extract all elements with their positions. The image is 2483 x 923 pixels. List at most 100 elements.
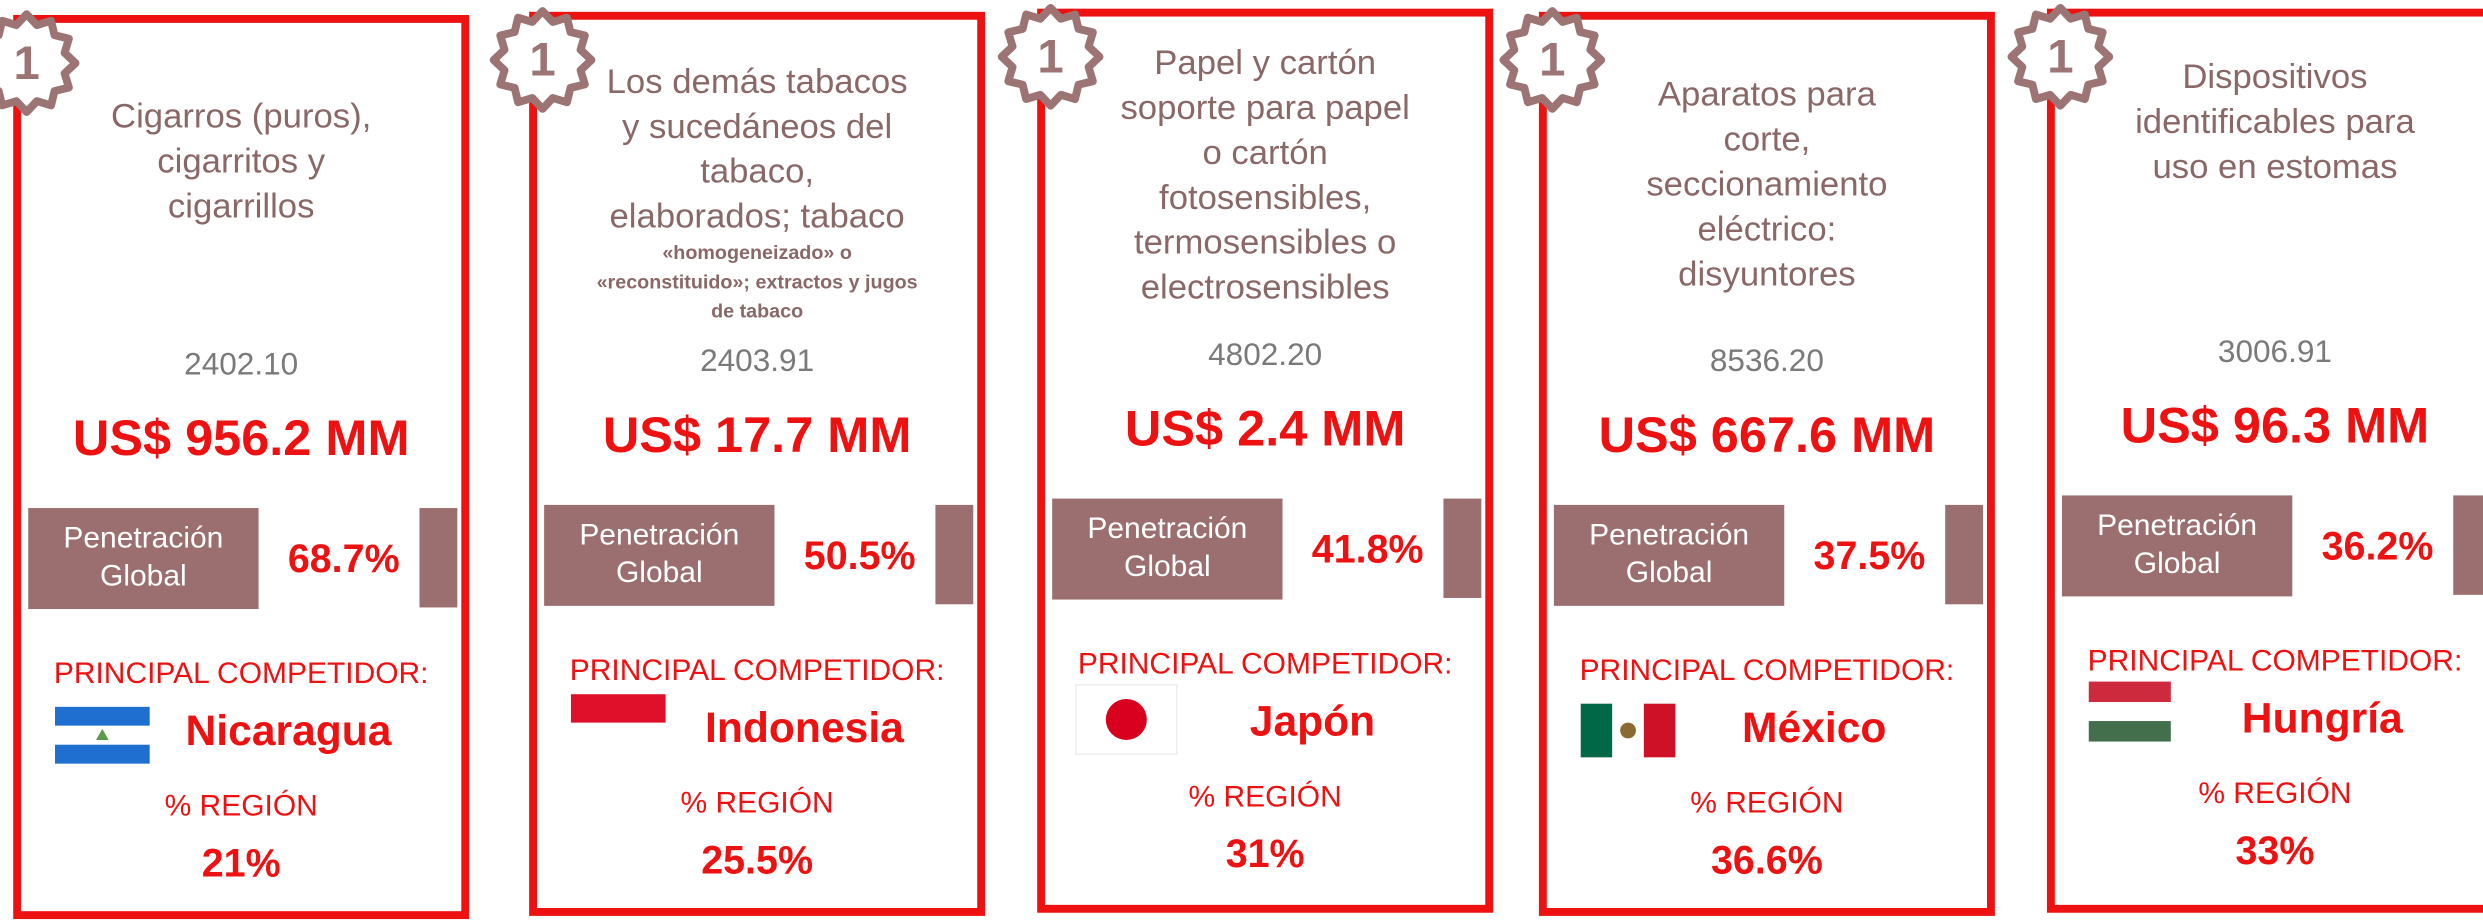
flag-stripe: [1580, 703, 1613, 758]
product-code: 4802.20: [1208, 336, 1322, 372]
penetration-value: 68.7%: [288, 537, 400, 581]
card-title: Cigarros (puros),: [111, 98, 371, 136]
flag-stripe: [55, 706, 150, 726]
penetration-tab: [1945, 504, 1984, 605]
penetration-label: Penetración: [63, 522, 223, 555]
card-border: [2046, 8, 2483, 913]
card-title: y sucedáneos del: [622, 108, 892, 146]
card: Cigarros (puros), cigarritos y cigarrillos…: [0, 10, 470, 920]
region-label: % REGIÓN: [1189, 780, 1342, 813]
flag-emblem: [1620, 722, 1636, 739]
competitor-country: Hungría: [2242, 694, 2403, 742]
region-label: % REGIÓN: [165, 790, 318, 823]
flag-stripe: [2088, 721, 2171, 742]
competitor-country: Indonesia: [705, 704, 904, 752]
penetration-tab: [935, 504, 974, 605]
amount: US$ 96.3 MM: [2121, 396, 2430, 453]
region-label: % REGIÓN: [2198, 777, 2351, 810]
penetration-box: [544, 504, 775, 606]
rank-badge: [2007, 3, 2114, 110]
competitor-country: México: [1742, 704, 1886, 752]
product-code: 2403.91: [700, 342, 814, 378]
product-code: 3006.91: [2218, 333, 2332, 369]
card-title: identificables para: [2135, 103, 2415, 141]
flag-stripe: [570, 694, 666, 723]
card-title: cigarritos y: [157, 142, 325, 180]
penetration-label: Penetración: [1087, 512, 1247, 545]
penetration-label: Penetración: [1589, 518, 1749, 551]
card-subtitle: «reconstituido»; extractos y jugos: [597, 271, 918, 293]
card-title: Los demás tabacos: [607, 63, 908, 101]
card-title: termosensibles o: [1134, 224, 1396, 262]
region-value: 31%: [1226, 832, 1305, 876]
card-title: eléctrico:: [1697, 210, 1836, 248]
card-title: fotosensibles,: [1159, 179, 1371, 217]
card: Los demás tabacos y sucedáneos del tabaco,…: [489, 7, 986, 916]
competitor-label: PRINCIPAL COMPETIDOR:: [2088, 645, 2463, 678]
card-border: [13, 14, 470, 920]
rank-badge: [0, 10, 80, 116]
amount: US$ 667.6 MM: [1599, 406, 1936, 463]
competitor-label: PRINCIPAL COMPETIDOR:: [1580, 654, 1955, 687]
card: Aparatos para corte, seccionamiento eléctri…: [1499, 7, 1995, 916]
amount: US$ 2.4 MM: [1125, 400, 1405, 457]
product-code: 2402.10: [184, 345, 298, 381]
penetration-label: Penetración: [579, 518, 739, 551]
penetration-box: [1052, 498, 1283, 600]
card-title: Aparatos para: [1658, 75, 1877, 113]
card-title: seccionamiento: [1646, 165, 1887, 203]
region-value: 25.5%: [701, 838, 813, 882]
card-title: elaborados; tabaco: [610, 198, 905, 236]
card-title: corte,: [1724, 120, 1811, 158]
rank-badge: [489, 7, 596, 113]
card-title: uso en estomas: [2152, 148, 2397, 186]
rank-number: 1: [1037, 30, 1063, 83]
competitor-label: PRINCIPAL COMPETIDOR:: [570, 654, 945, 687]
rank-number: 1: [529, 34, 555, 87]
card-title: electrosensibles: [1141, 269, 1390, 307]
penetration-label: Global: [2134, 547, 2221, 580]
penetration-label: Penetración: [2097, 509, 2257, 542]
region-value: 21%: [202, 842, 281, 886]
card-border: [1538, 11, 1995, 916]
card-title: Papel y cartón: [1154, 44, 1376, 82]
penetration-box: [2061, 495, 2293, 597]
amount: US$ 956.2 MM: [73, 409, 410, 466]
competitor-country: Nicaragua: [186, 707, 392, 755]
product-code: 8536.20: [1710, 342, 1824, 378]
rank-number: 1: [2047, 30, 2073, 83]
penetration-value: 37.5%: [1814, 534, 1926, 578]
card: Papel y cartón soporte para papel o cartón…: [997, 3, 1494, 913]
rank-number: 1: [1539, 34, 1565, 87]
penetration-tab: [1443, 498, 1482, 598]
flag-emblem: [96, 728, 109, 740]
flag-stripe: [1643, 703, 1676, 758]
card-title: cigarrillos: [168, 187, 315, 225]
flag-stripe: [55, 744, 150, 764]
card-title: Dispositivos: [2182, 58, 2367, 96]
penetration-value: 36.2%: [2322, 524, 2434, 568]
region-label: % REGIÓN: [1690, 787, 1843, 820]
penetration-label: Global: [1626, 556, 1713, 589]
region-value: 33%: [2235, 829, 2314, 873]
penetration-label: Global: [616, 556, 703, 589]
rank-badge: [1499, 7, 1606, 113]
card-title: disyuntores: [1678, 255, 1855, 293]
amount: US$ 17.7 MM: [603, 406, 912, 463]
card-title: o cartón: [1202, 134, 1327, 172]
penetration-label: Global: [100, 559, 187, 592]
card-border: [529, 11, 986, 916]
flag-stripe: [2088, 702, 2171, 722]
flag-stripe: [2088, 681, 2171, 703]
penetration-label: Global: [1124, 550, 1211, 583]
competitor-label: PRINCIPAL COMPETIDOR:: [54, 657, 429, 690]
region-label: % REGIÓN: [681, 787, 834, 820]
penetration-tab: [2453, 495, 2483, 595]
penetration-value: 50.5%: [804, 534, 916, 578]
region-value: 36.6%: [1711, 838, 1823, 882]
penetration-box: [28, 508, 259, 610]
penetration-value: 41.8%: [1312, 528, 1424, 572]
card-border: [1037, 8, 1494, 913]
